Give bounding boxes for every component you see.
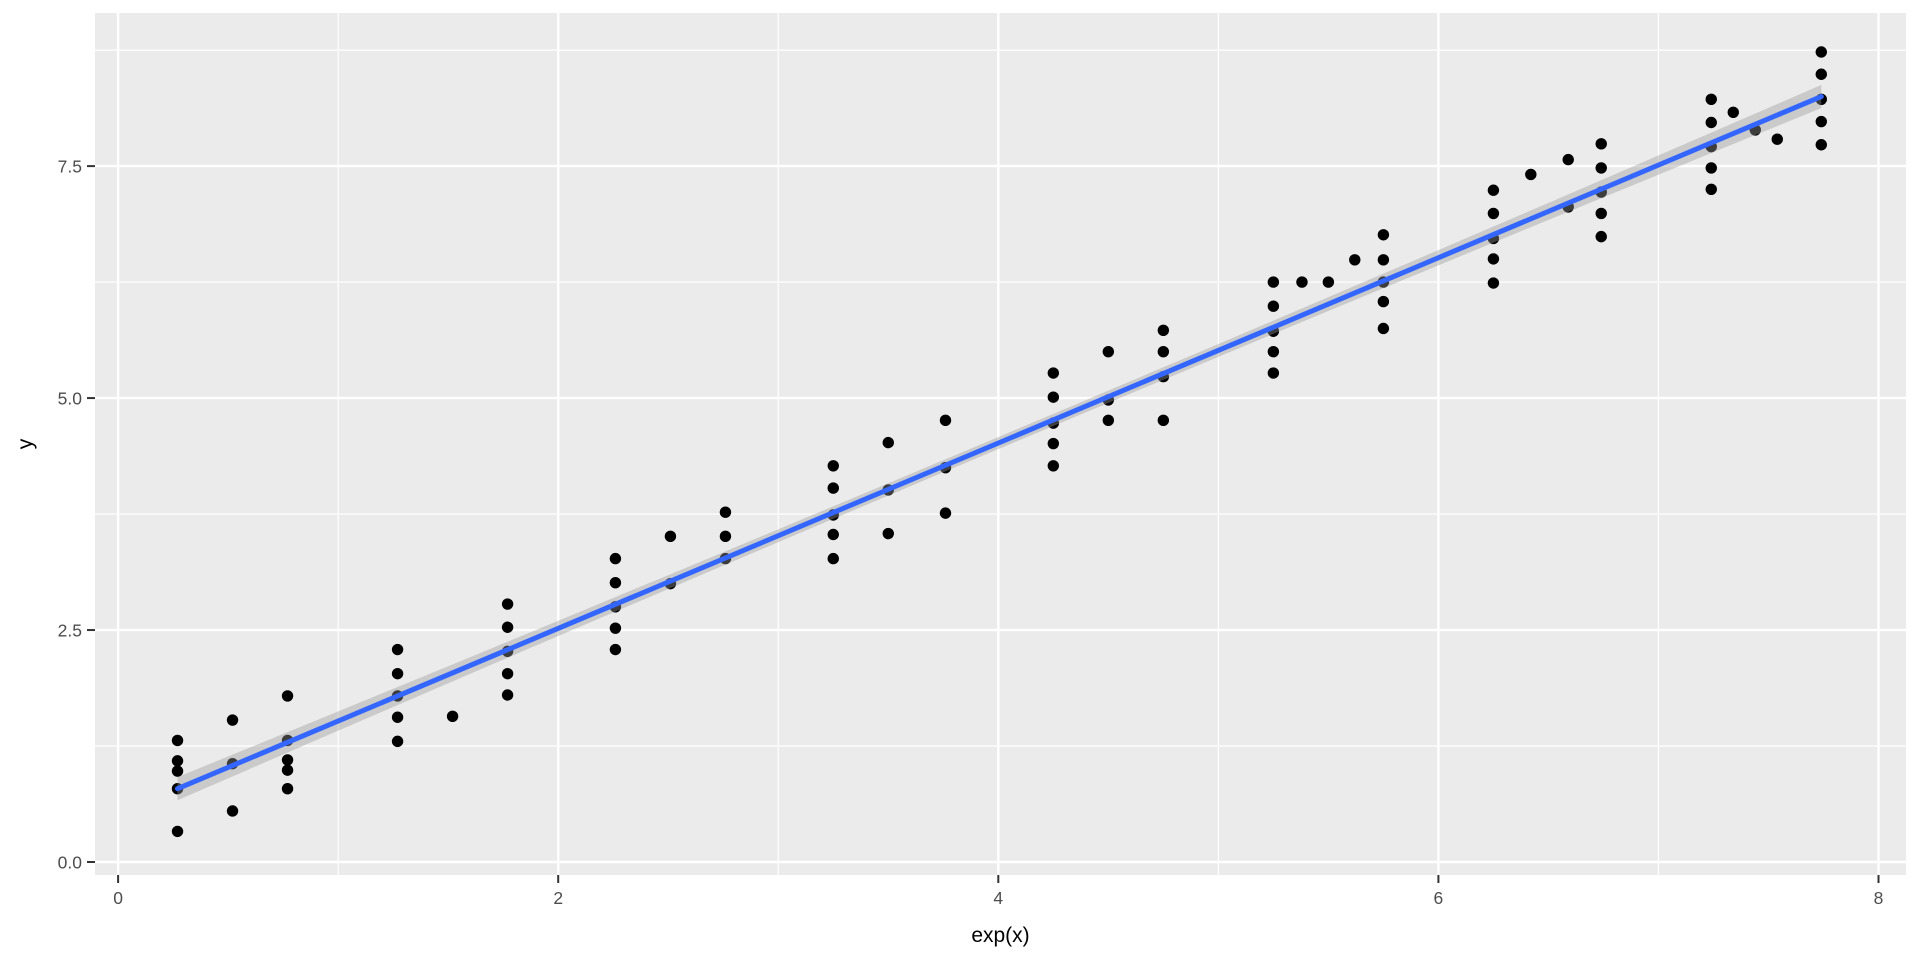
data-point <box>501 598 514 610</box>
regression-line <box>175 94 1824 792</box>
data-point <box>1815 115 1827 128</box>
x-axis-title: exp(x) <box>971 924 1030 947</box>
data-point <box>1267 300 1280 312</box>
data-point <box>609 552 622 565</box>
data-point <box>226 714 239 726</box>
data-point <box>1047 460 1060 472</box>
data-point <box>1705 116 1717 129</box>
data-point <box>1595 207 1607 220</box>
data-point <box>1705 93 1717 105</box>
data-point <box>882 527 894 540</box>
data-point <box>1815 68 1827 80</box>
data-point <box>501 689 514 701</box>
data-point <box>1727 106 1739 118</box>
data-point <box>1157 414 1170 427</box>
data-point <box>1047 391 1060 403</box>
data-point <box>1771 133 1783 145</box>
y-tick-label: 5.0 <box>58 388 83 408</box>
y-tick-label: 0.0 <box>58 852 83 872</box>
data-point <box>1349 254 1361 266</box>
data-point <box>1296 276 1308 288</box>
data-point <box>609 577 622 589</box>
data-point <box>1377 254 1390 266</box>
data-point <box>1102 345 1115 358</box>
data-point <box>1377 229 1390 241</box>
grid-minor <box>95 13 1906 875</box>
data-point <box>1595 230 1607 243</box>
data-point <box>1487 277 1500 289</box>
data-point <box>1562 153 1574 166</box>
x-tick-label: 4 <box>993 888 1003 908</box>
data-point <box>446 710 459 723</box>
data-point <box>1705 183 1717 195</box>
data-point <box>1815 46 1827 58</box>
data-point <box>827 552 839 565</box>
data-point <box>1267 276 1280 288</box>
data-point <box>1157 345 1170 358</box>
data-point <box>171 734 184 747</box>
data-point <box>1487 253 1500 265</box>
x-tick-label: 6 <box>1434 888 1444 908</box>
data-point <box>281 754 294 766</box>
data-point <box>719 530 732 543</box>
data-point <box>281 783 294 795</box>
data-point <box>1047 367 1060 379</box>
data-point <box>1102 414 1115 427</box>
data-point <box>939 507 952 519</box>
data-point <box>609 622 622 634</box>
x-tick-label: 0 <box>113 888 123 908</box>
data-point <box>1815 139 1827 151</box>
data-point <box>501 621 514 633</box>
data-point <box>171 825 184 838</box>
data-point <box>1705 162 1717 174</box>
data-point <box>827 482 839 494</box>
data-point <box>1487 184 1500 196</box>
x-tick-label: 2 <box>553 888 563 908</box>
data-point <box>391 667 404 680</box>
data-point <box>719 506 732 518</box>
y-tick-label: 2.5 <box>58 620 82 640</box>
data-point <box>171 765 184 777</box>
data-point <box>1377 322 1390 335</box>
data-point <box>1322 276 1335 288</box>
data-point <box>1157 324 1170 337</box>
data-point <box>281 690 294 702</box>
data-point <box>171 755 184 767</box>
data-point <box>939 414 952 427</box>
y-axis-title: y <box>14 438 37 450</box>
data-point <box>391 643 404 656</box>
data-point <box>1377 295 1390 308</box>
data-point <box>1047 437 1060 450</box>
axis-ticks <box>87 165 1880 883</box>
data-point <box>1267 345 1280 358</box>
data-point <box>226 805 239 817</box>
data-point <box>501 667 514 680</box>
x-tick-label: 8 <box>1874 888 1884 908</box>
data-point <box>882 436 894 449</box>
data-point <box>1487 207 1500 220</box>
data-point <box>827 528 839 541</box>
data-point <box>391 735 404 748</box>
data-point <box>1267 367 1280 379</box>
data-point <box>1595 162 1607 174</box>
data-point <box>281 764 294 776</box>
data-point <box>664 530 677 543</box>
data-point <box>827 460 839 472</box>
data-point <box>609 643 622 656</box>
data-point <box>391 711 404 723</box>
data-point <box>1525 168 1537 181</box>
y-tick-label: 7.5 <box>58 156 82 176</box>
data-point <box>1595 138 1607 150</box>
